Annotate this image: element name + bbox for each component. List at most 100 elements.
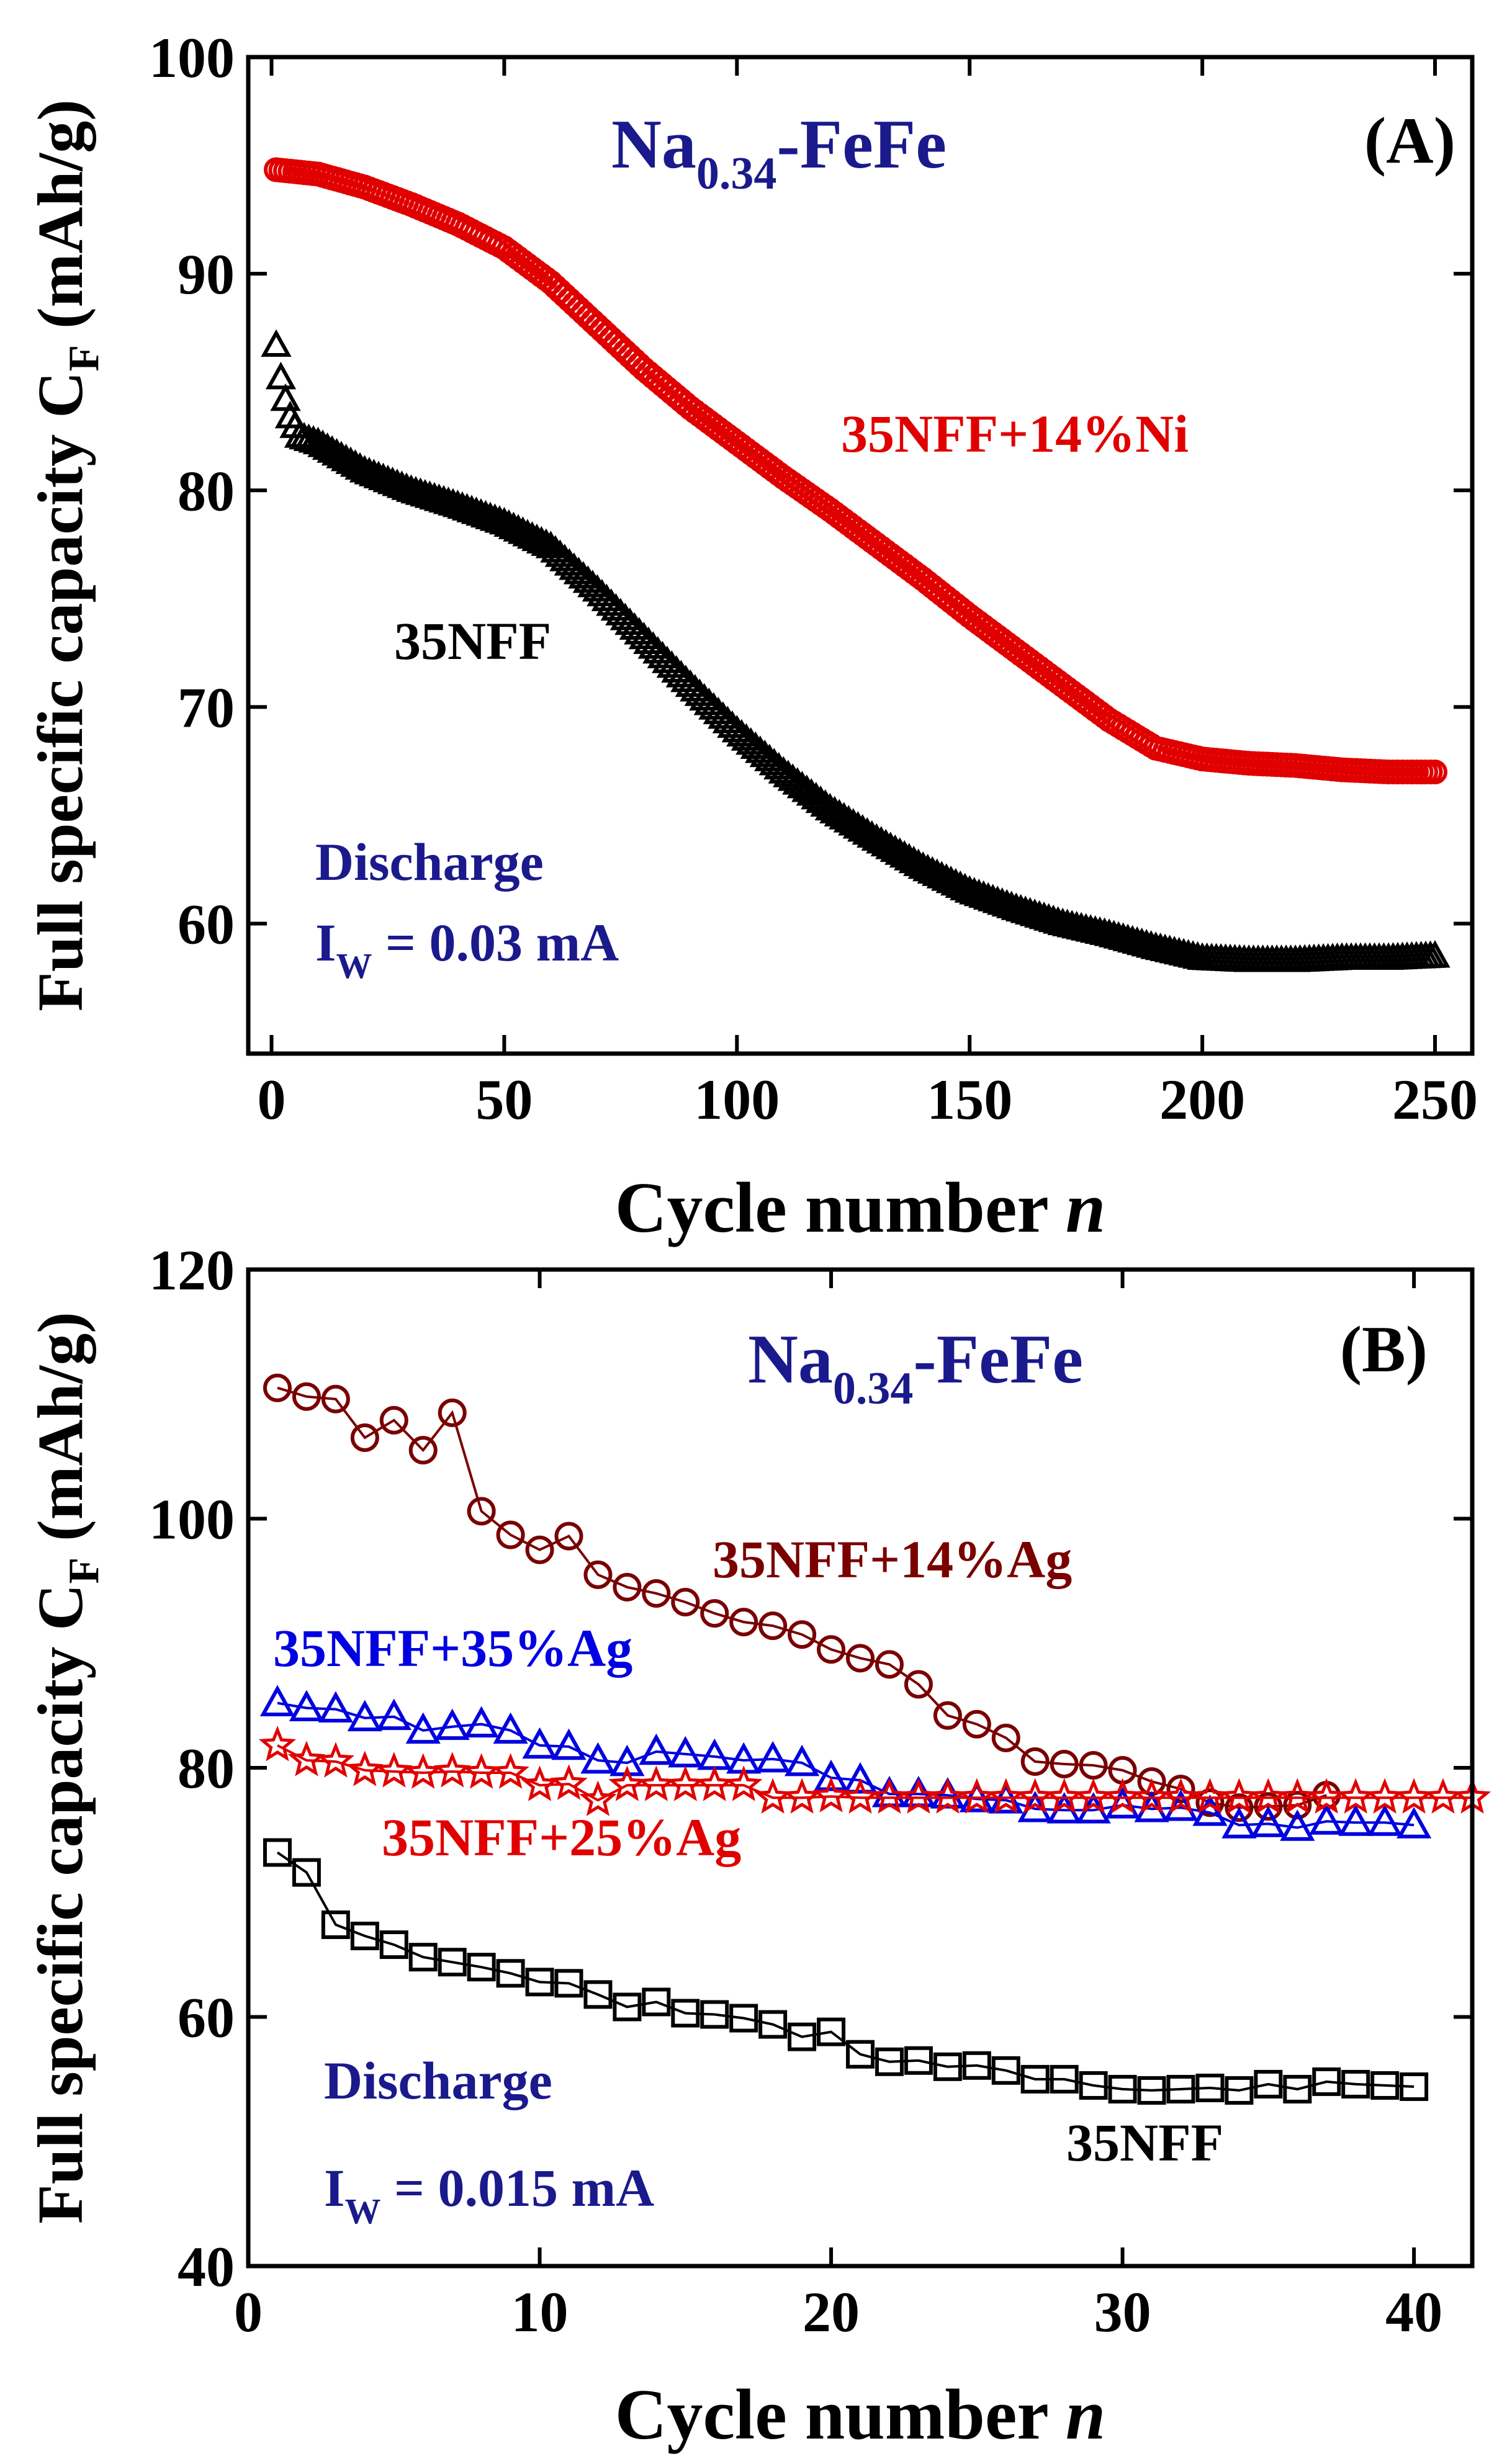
data-point <box>438 1948 467 1977</box>
panel-a-frame <box>246 55 1475 1056</box>
data-point <box>1397 1807 1432 1839</box>
panel-b-title-main: Na <box>748 1321 833 1398</box>
y-tick-label: 60 <box>178 893 235 956</box>
data-point <box>639 1733 674 1765</box>
data-point <box>1225 1793 1254 1822</box>
series-line <box>277 1701 1415 1829</box>
data-point <box>817 1635 846 1664</box>
data-point <box>496 1959 525 1988</box>
data-point <box>1312 2067 1341 2096</box>
data-point <box>405 1712 441 1744</box>
panel-b-title-sub: 0.34 <box>833 1363 914 1414</box>
data-point <box>525 1535 554 1564</box>
y-tick-label: 100 <box>149 26 235 89</box>
data-point <box>350 1423 379 1453</box>
data-point <box>1104 1778 1141 1814</box>
data-point <box>434 1708 470 1740</box>
data-point <box>758 1611 788 1641</box>
panel-b-series-label-35ag: 35NFF+35%Ag <box>273 1618 632 1678</box>
data-point <box>1370 2071 1400 2100</box>
data-point <box>496 1520 525 1549</box>
data-point <box>259 1685 295 1717</box>
data-point <box>1308 1778 1346 1814</box>
data-point <box>637 1765 675 1801</box>
data-point <box>958 1778 996 1814</box>
data-point <box>1225 2076 1254 2105</box>
data-point <box>583 1560 613 1589</box>
data-point <box>668 1736 703 1768</box>
panel-a-x-axis-label: Cycle number n <box>615 1168 1106 1248</box>
x-tick-label: 100 <box>694 1068 780 1131</box>
data-point <box>554 1969 583 1998</box>
data-point <box>899 1778 938 1814</box>
data-point <box>1079 2071 1108 2100</box>
panel-a-current-label: IW = 0.03 mA <box>315 913 619 986</box>
data-point <box>1016 1778 1054 1814</box>
panel-b-y-axis-label-rest: (mAh/g) <box>25 1312 96 1557</box>
data-point <box>1166 1775 1195 1804</box>
data-point <box>550 1764 588 1800</box>
y-tick-label: 120 <box>149 1239 235 1302</box>
y-tick-label: 100 <box>149 1488 235 1551</box>
panel-a-x-axis-label-main: Cycle number <box>615 1168 1066 1248</box>
data-point <box>1133 1778 1171 1814</box>
data-point <box>962 2051 991 2080</box>
data-point <box>263 1838 292 1867</box>
data-point <box>642 1987 671 2017</box>
panel-a-x-ticks: 0 50 100 150 200 250 <box>257 57 1478 1131</box>
data-point <box>1166 2074 1195 2103</box>
data-point <box>846 2040 875 2069</box>
panel-a-y-axis-label-sub: F <box>60 345 108 372</box>
panel-a-y-axis-label-main: Full specific capacity C <box>25 372 96 1011</box>
data-point <box>583 1980 613 2009</box>
panel-b-x-axis-label-var: n <box>1066 2375 1106 2455</box>
series-35NFF+14%Ni <box>263 157 1448 785</box>
data-point <box>289 1690 325 1722</box>
data-point <box>287 1740 326 1776</box>
panel-b-series-label-14ag: 35NFF+14%Ag <box>713 1530 1072 1589</box>
data-point <box>875 2047 904 2076</box>
data-point <box>1192 1794 1228 1826</box>
data-point <box>554 1521 583 1551</box>
data-point <box>321 1910 350 1939</box>
data-point <box>841 1778 879 1814</box>
data-point <box>729 1608 758 1637</box>
data-point <box>577 570 608 598</box>
data-point <box>347 1700 382 1732</box>
data-point <box>1045 1778 1083 1814</box>
x-tick-label: 40 <box>1385 2280 1442 2344</box>
panel-b-y-ticks: 40 60 80 100 120 <box>149 1239 1472 2298</box>
data-point <box>318 1691 353 1723</box>
series-35NFF <box>263 1838 1429 2105</box>
data-point <box>462 1753 500 1789</box>
data-point <box>1279 1778 1316 1814</box>
panel-b-series-label-25ag: 35NFF+25%Ag <box>382 1808 741 1867</box>
data-point <box>788 2022 817 2051</box>
data-point <box>525 1968 554 1997</box>
panel-a-current-main: I <box>315 913 336 972</box>
series-line <box>276 1851 1415 2092</box>
data-point <box>1400 2072 1429 2101</box>
data-point <box>608 1765 646 1801</box>
panel-a-current-sub: W <box>336 946 372 986</box>
data-point <box>933 1701 962 1730</box>
data-point <box>350 1922 379 1951</box>
y-tick-label: 60 <box>178 1986 235 2050</box>
panel-b-current-sub: W <box>344 2191 380 2231</box>
series-line <box>277 1744 1472 1802</box>
data-point <box>346 1750 384 1786</box>
data-point <box>493 1712 528 1744</box>
data-point <box>904 1670 933 1699</box>
data-point <box>1221 1807 1257 1839</box>
y-tick-label: 80 <box>178 1737 235 1800</box>
data-point <box>1020 1747 1050 1776</box>
panel-a-series-layer <box>261 157 1451 972</box>
data-point <box>929 1778 966 1814</box>
data-point <box>667 1765 704 1801</box>
panel-a-y-axis-label: Full specific capacity CF (mAh/g) <box>25 99 108 1011</box>
y-tick-label: 90 <box>178 243 235 306</box>
data-point <box>292 1382 321 1411</box>
data-point <box>1337 1778 1375 1814</box>
series-35NFF <box>261 329 1451 972</box>
